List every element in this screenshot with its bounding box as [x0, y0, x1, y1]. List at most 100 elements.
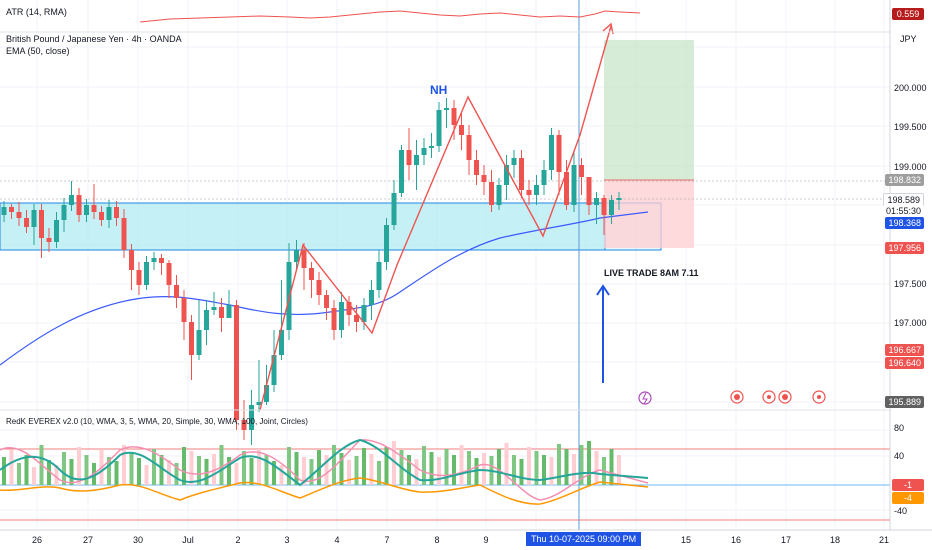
- symbol-legend[interactable]: British Pound / Japanese Yen · 4h · OAND…: [6, 34, 182, 44]
- candle-body: [309, 268, 314, 280]
- osc-value-badge: -4: [892, 492, 924, 504]
- stop-price-badge: 197.956: [885, 242, 924, 254]
- candle-body: [166, 263, 172, 285]
- candle-body: [151, 258, 157, 262]
- time-tick: 26: [31, 535, 43, 545]
- candle-body: [174, 285, 179, 298]
- histogram-bar: [234, 463, 239, 485]
- candle-body: [331, 308, 337, 330]
- histogram-bar: [294, 452, 299, 485]
- candle-body: [159, 258, 164, 263]
- oscillator-legend[interactable]: RedK EVEREX v2.0 (10, WMA, 3, 5, WMA, 20…: [6, 417, 308, 426]
- histogram-bar: [249, 458, 254, 485]
- histogram-bar: [617, 455, 621, 485]
- candle-body: [391, 193, 397, 225]
- candlestick-series: [1, 98, 622, 445]
- price-badge: 196.667: [885, 344, 924, 356]
- calendar-icon: [762, 390, 776, 404]
- candle-body: [519, 158, 524, 190]
- candle-body: [481, 175, 487, 182]
- histogram-bar: [557, 444, 561, 485]
- candle-body: [384, 225, 389, 262]
- currency-label[interactable]: JPY: [900, 34, 917, 44]
- time-tick: 17: [780, 535, 792, 545]
- candle-body: [616, 198, 622, 200]
- support-zone: [0, 202, 606, 251]
- candle-body: [346, 302, 352, 315]
- candle-body: [466, 135, 472, 160]
- histogram-bar: [32, 467, 36, 485]
- candle-body: [181, 298, 187, 322]
- ema-value-badge: 198.368: [885, 217, 924, 229]
- time-tick: 2: [235, 535, 241, 545]
- candle-body: [504, 165, 509, 185]
- atr-value-badge: 0.559: [892, 8, 924, 20]
- histogram-bar: [549, 457, 554, 485]
- candle-body: [429, 146, 434, 148]
- price-tick: 199.500: [894, 122, 927, 132]
- osc-tick: 80: [894, 423, 905, 433]
- candle-body: [534, 185, 539, 195]
- histogram-bar: [377, 461, 381, 485]
- ema-line: [0, 211, 649, 366]
- candle-body: [69, 195, 74, 205]
- histogram-bar: [452, 455, 456, 485]
- trade-arrow-head: [596, 284, 610, 296]
- candle-body: [211, 307, 217, 310]
- osc-tick: -40: [894, 506, 908, 516]
- price-tick: 199.000: [894, 162, 927, 172]
- lightning-icon: [638, 391, 652, 405]
- histogram-bar: [189, 451, 194, 485]
- calendar-icon: [812, 390, 826, 404]
- histogram-bar: [122, 445, 126, 485]
- histogram-bar: [9, 450, 14, 485]
- candle-body: [324, 295, 329, 308]
- price-badge: 198.832: [885, 174, 924, 186]
- histogram-bar: [542, 455, 546, 485]
- price-badge: 196.640: [885, 357, 924, 369]
- atr-line: [139, 10, 641, 23]
- event-icons[interactable]: [638, 390, 826, 405]
- histogram-bar: [54, 465, 59, 485]
- histogram-bar: [2, 457, 6, 485]
- candle-body: [451, 108, 457, 125]
- atr-legend[interactable]: ATR (14, RMA): [6, 7, 67, 17]
- histogram-bar: [579, 445, 584, 485]
- trend-arrow-head: [602, 22, 614, 35]
- ema-legend[interactable]: EMA (50, close): [6, 46, 70, 56]
- candle-body: [279, 330, 284, 355]
- osc-value-badge: -1: [892, 479, 924, 491]
- histogram-bar: [24, 455, 29, 485]
- histogram-bar: [474, 458, 479, 485]
- time-tick: Jul: [182, 535, 194, 545]
- histogram-bar: [182, 447, 186, 485]
- price-tick: 200.000: [894, 83, 927, 93]
- candle-body: [474, 160, 479, 175]
- candle-body: [196, 330, 202, 355]
- candle-body: [264, 385, 269, 402]
- candle-body: [369, 290, 374, 305]
- histogram-bar: [219, 445, 224, 485]
- histogram-bar: [369, 454, 374, 485]
- crosshair-time-label: Thu 10-07-2025 09:00 PM: [526, 532, 642, 546]
- histogram-bar: [407, 455, 411, 485]
- candle-body: [556, 135, 562, 172]
- oscillator-main-line: [0, 438, 649, 487]
- candle-body: [114, 207, 119, 218]
- candle-body: [339, 302, 344, 330]
- histogram-bar: [107, 457, 111, 485]
- candle-body: [91, 205, 97, 212]
- candle-body: [549, 135, 554, 170]
- candle-body: [301, 250, 307, 268]
- histogram-bar: [497, 449, 501, 485]
- histogram-bar: [414, 459, 419, 485]
- time-tick: 8: [434, 535, 440, 545]
- candle-body: [106, 207, 112, 220]
- histogram-bar: [467, 451, 471, 485]
- histogram-bar: [287, 447, 291, 485]
- time-tick: 7: [384, 535, 390, 545]
- histogram-bar: [609, 449, 614, 485]
- calendar-icon: [730, 390, 744, 404]
- candle-body: [594, 198, 599, 205]
